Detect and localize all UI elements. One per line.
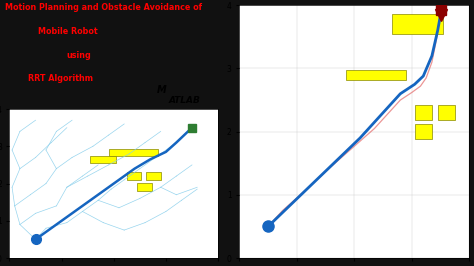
Bar [127,172,141,180]
Text: RRT Algorithm: RRT Algorithm [28,74,93,84]
Bar [438,105,455,120]
Text: Mobile Robot: Mobile Robot [38,27,98,36]
Text: Motion Planning and Obstacle Avoidance of: Motion Planning and Obstacle Avoidance o… [5,3,202,12]
Text: M: M [156,85,166,95]
Bar [109,149,158,156]
Text: ATLAB: ATLAB [168,96,200,105]
Bar [137,183,152,191]
Bar [146,172,161,180]
Bar [346,70,406,80]
Bar [415,124,432,139]
Bar [392,14,443,34]
Text: using: using [66,51,91,60]
Bar [415,105,432,120]
Bar [90,156,117,163]
